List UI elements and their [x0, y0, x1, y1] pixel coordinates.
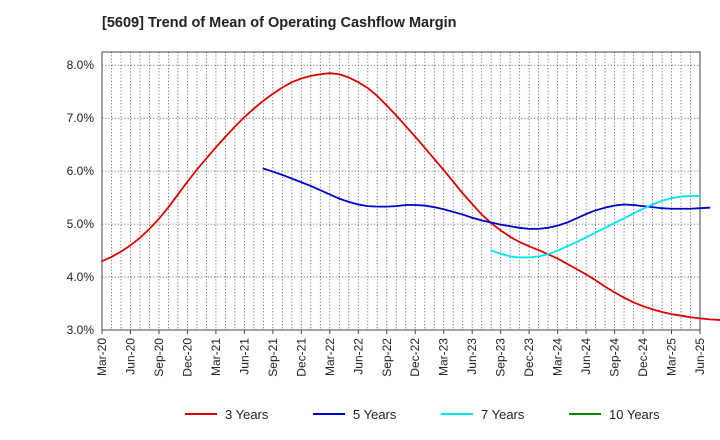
axes: 8.0% 7.0% 6.0% 5.0% 4.0% 3.0%Mar-20 Jun-20 Sep-…	[67, 51, 707, 377]
plot-frame	[101, 51, 701, 331]
x-tick-label: Sep-21	[266, 338, 280, 377]
x-tick-label: Mar-22	[323, 338, 337, 376]
series-line-3-years	[101, 72, 720, 321]
x-tick-label: Jun-23	[465, 338, 479, 375]
x-tick-label: Sep-23	[494, 338, 508, 377]
legend-label-10-years: 10 Years	[609, 407, 660, 422]
x-tick-label: Jun-22	[351, 338, 365, 375]
x-tick-label: Sep-22	[380, 338, 394, 377]
series-line-5-years	[262, 167, 711, 230]
grid-lines	[102, 52, 700, 330]
legend-label-5-years: 5 Years	[353, 407, 397, 422]
x-tick-label: Jun-20	[123, 338, 137, 375]
y-tick-label: 4.0%	[67, 270, 95, 284]
y-tick-label: 3.0%	[67, 323, 95, 337]
y-tick-label: 6.0%	[67, 164, 95, 178]
x-tick-label: Sep-20	[152, 338, 166, 377]
y-tick-label: 5.0%	[67, 217, 95, 231]
x-tick-label: Dec-21	[294, 338, 308, 377]
x-tick-label: Dec-22	[408, 338, 422, 377]
x-tick-label: Mar-24	[551, 338, 565, 376]
legend-label-3-years: 3 Years	[225, 407, 269, 422]
x-tick-label: Mar-23	[437, 338, 451, 376]
x-tick-label: Dec-23	[522, 338, 536, 377]
x-tick-label: Jun-24	[579, 338, 593, 375]
y-tick-label: 7.0%	[67, 111, 95, 125]
series-line-7-years	[490, 195, 701, 259]
x-tick-label: Dec-20	[180, 338, 194, 377]
x-tick-label: Jun-21	[237, 338, 251, 375]
plot-background	[102, 52, 700, 330]
y-tick-label: 8.0%	[67, 58, 95, 72]
series-lines	[101, 72, 720, 321]
x-tick-label: Mar-20	[95, 338, 109, 376]
chart-title: [5609] Trend of Mean of Operating Cashfl…	[102, 15, 457, 31]
plot-area	[102, 52, 700, 330]
x-tick-label: Mar-25	[665, 338, 679, 376]
legend-label-7-years: 7 Years	[481, 407, 525, 422]
x-tick-label: Mar-21	[209, 338, 223, 376]
x-tick-label: Sep-24	[608, 338, 622, 377]
x-tick-label: Jun-25	[693, 338, 707, 375]
legend: 3 Years 5 Years 7 Years 10 Years	[185, 407, 660, 422]
x-tick-label: Dec-24	[636, 338, 650, 377]
